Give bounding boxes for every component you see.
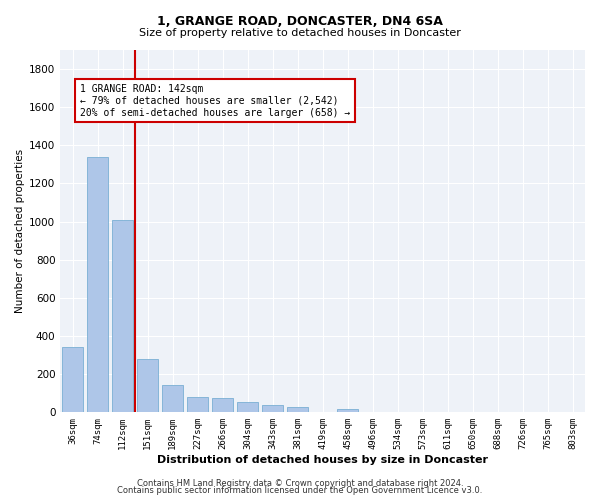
Bar <box>162 384 184 412</box>
Text: 1 GRANGE ROAD: 142sqm
← 79% of detached houses are smaller (2,542)
20% of semi-d: 1 GRANGE ROAD: 142sqm ← 79% of detached … <box>80 84 350 117</box>
Text: Size of property relative to detached houses in Doncaster: Size of property relative to detached ho… <box>139 28 461 38</box>
Text: 1, GRANGE ROAD, DONCASTER, DN4 6SA: 1, GRANGE ROAD, DONCASTER, DN4 6SA <box>157 15 443 28</box>
Text: Contains public sector information licensed under the Open Government Licence v3: Contains public sector information licen… <box>118 486 482 495</box>
Bar <box>212 398 233 412</box>
Bar <box>187 397 208 412</box>
Bar <box>337 409 358 412</box>
Bar <box>137 359 158 412</box>
Bar <box>112 220 133 412</box>
Bar <box>237 402 258 412</box>
Bar <box>87 157 109 412</box>
Bar <box>262 404 283 412</box>
Text: Contains HM Land Registry data © Crown copyright and database right 2024.: Contains HM Land Registry data © Crown c… <box>137 478 463 488</box>
Y-axis label: Number of detached properties: Number of detached properties <box>15 149 25 313</box>
Bar <box>62 348 83 412</box>
X-axis label: Distribution of detached houses by size in Doncaster: Distribution of detached houses by size … <box>157 455 488 465</box>
Bar <box>287 407 308 412</box>
